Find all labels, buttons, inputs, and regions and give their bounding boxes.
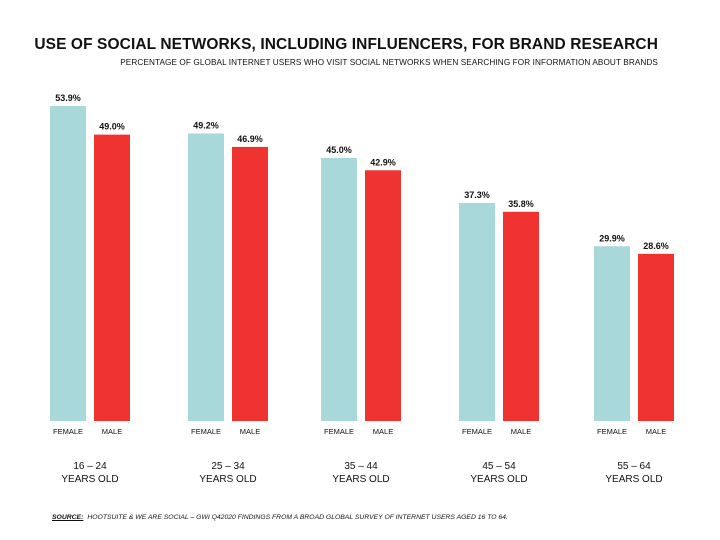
series-label-male: MALE xyxy=(511,427,531,436)
series-label-male: MALE xyxy=(240,427,260,436)
series-label-female: FEMALE xyxy=(53,427,83,436)
age-group-label: 25 – 34 xyxy=(211,461,245,472)
age-group-sublabel: YEARS OLD xyxy=(199,474,256,485)
bar-male xyxy=(232,146,268,421)
source-note: SOURCE: HOOTSUITE & WE ARE SOCIAL – GWI Q… xyxy=(52,514,508,521)
value-label: 49.0% xyxy=(99,122,125,132)
series-label-female: FEMALE xyxy=(462,427,492,436)
age-group-label: 16 – 24 xyxy=(73,461,107,472)
chart-subtitle: PERCENTAGE OF GLOBAL INTERNET USERS WHO … xyxy=(120,58,658,67)
value-label: 45.0% xyxy=(326,145,352,155)
age-group-sublabel: YEARS OLD xyxy=(61,474,118,485)
value-label: 42.9% xyxy=(370,157,396,167)
age-group-label: 35 – 44 xyxy=(344,461,378,472)
value-label: 49.2% xyxy=(193,120,219,130)
age-group-label: 55 – 64 xyxy=(617,461,651,472)
age-group-label: 45 – 54 xyxy=(482,461,516,472)
bar-male xyxy=(503,211,539,421)
value-label: 35.8% xyxy=(508,199,534,209)
bar-male xyxy=(94,134,130,422)
bar-female xyxy=(50,106,86,421)
age-group-sublabel: YEARS OLD xyxy=(332,474,389,485)
chart-title: USE OF SOCIAL NETWORKS, INCLUDING INFLUE… xyxy=(34,36,658,53)
series-label-female: FEMALE xyxy=(191,427,221,436)
bar-female xyxy=(321,158,357,421)
bar-female xyxy=(459,203,495,421)
value-label: 53.9% xyxy=(55,93,81,103)
series-label-male: MALE xyxy=(102,427,122,436)
value-label: 46.9% xyxy=(237,134,263,144)
bar-female xyxy=(594,246,630,421)
series-label-male: MALE xyxy=(646,427,666,436)
age-group-sublabel: YEARS OLD xyxy=(470,474,527,485)
bar-female xyxy=(188,133,224,421)
source-text: HOOTSUITE & WE ARE SOCIAL – GWI Q42020 F… xyxy=(87,514,508,521)
value-label: 28.6% xyxy=(643,241,669,251)
series-label-female: FEMALE xyxy=(597,427,627,436)
series-label-female: FEMALE xyxy=(324,427,354,436)
age-group-sublabel: YEARS OLD xyxy=(605,474,662,485)
source-label: SOURCE: xyxy=(52,514,84,521)
value-label: 37.3% xyxy=(464,190,490,200)
series-label-male: MALE xyxy=(373,427,393,436)
bar-male xyxy=(638,253,674,421)
value-label: 29.9% xyxy=(599,233,625,243)
bar-male xyxy=(365,170,401,421)
